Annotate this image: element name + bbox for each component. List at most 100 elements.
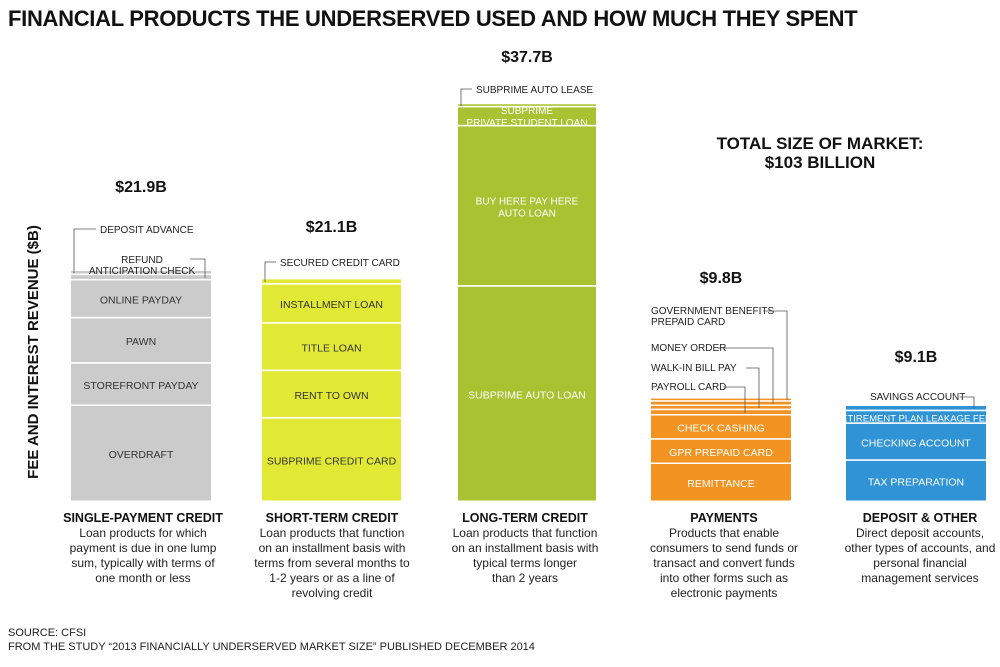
description-line: electronic payments bbox=[670, 586, 778, 600]
description-line: personal financial bbox=[873, 556, 967, 570]
total-label-deposit-other: $9.1B bbox=[895, 349, 938, 366]
source-note: SOURCE: CFSI FROM THE STUDY “2013 FINANC… bbox=[8, 626, 535, 654]
bar-segment-storefront-payday bbox=[71, 363, 211, 405]
description-line: payment is due in one lump bbox=[69, 541, 217, 555]
segment-label-pawn: PAWN bbox=[126, 336, 156, 348]
description-line: revolving credit bbox=[291, 586, 373, 600]
bar-segment-check-cashing bbox=[651, 415, 791, 439]
segment-label-installment-loan: INSTALLMENT LOAN bbox=[280, 299, 383, 311]
segment-label-checking-account: CHECKING ACCOUNT bbox=[861, 437, 971, 449]
bar-segment-deposit-advance bbox=[71, 270, 211, 274]
bar-segment-secured-credit-card bbox=[262, 279, 401, 284]
bar-segment-refund-anticipation-check bbox=[71, 275, 211, 279]
description-line: transact and convert funds bbox=[653, 556, 795, 570]
category-desc-single-payment-credit: SINGLE-PAYMENT CREDIT Loan products for w… bbox=[59, 511, 227, 586]
bar-segment-installment-loan bbox=[262, 284, 401, 323]
total-market-value: $103 BILLION bbox=[764, 153, 876, 172]
description-line: Loan products that function bbox=[259, 526, 405, 540]
total-label-single-payment-credit: $21.9B bbox=[115, 179, 167, 196]
callout-line-savings-account bbox=[959, 396, 975, 409]
segment-label-tax-preparation: TAX PREPARATION bbox=[868, 476, 964, 488]
segment-label-gpr-prepaid-card: GPR PREPAID CARD bbox=[669, 447, 773, 459]
segment-label-rent-to-own: RENT TO OWN bbox=[294, 390, 368, 402]
segment-label-remittance: REMITTANCE bbox=[687, 478, 754, 490]
total-market-size: TOTAL SIZE OF MARKET: $103 BILLION bbox=[690, 134, 950, 172]
callout-subprime-auto-lease: SUBPRIME AUTO LEASE bbox=[476, 85, 593, 96]
total-label-payments: $9.8B bbox=[700, 270, 743, 287]
bar-segment-savings-account bbox=[846, 405, 986, 410]
callout-savings-account: SAVINGS ACCOUNT bbox=[870, 392, 965, 403]
callout-line-walk-in-bill-pay bbox=[746, 367, 760, 409]
description-line: on an installment basis with bbox=[451, 541, 599, 555]
description-line: Products that enable bbox=[668, 526, 780, 540]
callout-line-refund-anticipation-check bbox=[190, 258, 206, 278]
bar-segment-government-benefits-prepaid-card bbox=[651, 398, 791, 401]
description-line: one month or less bbox=[95, 571, 191, 585]
callout-money-order: MONEY ORDER bbox=[651, 343, 726, 354]
callout-deposit-advance: DEPOSIT ADVANCE bbox=[100, 225, 194, 236]
callout-government-benefits-prepaid-card: GOVERNMENT BENEFITS PREPAID CARD bbox=[651, 306, 774, 328]
y-axis-label: FEE AND INTEREST REVENUE ($B) bbox=[25, 225, 42, 479]
segment-label-subprime-private-student-loan: SUBPRIME PRIVATE STUDENT LOAN bbox=[466, 106, 587, 129]
bar-segment-subprime-private-student-loan bbox=[458, 107, 596, 125]
callout-line-payroll-card bbox=[723, 386, 746, 413]
bar-segment-payroll-card bbox=[651, 410, 791, 414]
category-name: PAYMENTS bbox=[690, 511, 758, 525]
category-desc-short-term-credit: SHORT-TERM CREDIT Loan products that func… bbox=[248, 511, 416, 601]
description-line: Direct deposit accounts, bbox=[855, 526, 985, 540]
bar-segment-overdraft bbox=[71, 405, 211, 501]
bar-segment-rent-to-own bbox=[262, 371, 401, 418]
bar-segment-subprime-auto-lease bbox=[458, 104, 596, 106]
bar-segment-money-order bbox=[651, 401, 791, 405]
total-label-long-term-credit: $37.7B bbox=[501, 49, 553, 66]
segment-label-retirement-plan-leakage-fees: RETIREMENT PLAN LEAKAGE FEES bbox=[834, 414, 997, 425]
segment-label-overdraft: OVERDRAFT bbox=[109, 449, 174, 461]
category-desc-deposit-other: DEPOSIT & OTHER Direct deposit accounts, o… bbox=[836, 511, 1000, 586]
bar-segment-tax-preparation bbox=[846, 460, 986, 501]
segment-label-subprime-credit-card: SUBPRIME CREDIT CARD bbox=[267, 455, 397, 467]
category-name: DEPOSIT & OTHER bbox=[862, 511, 978, 525]
category-name: LONG-TERM CREDIT bbox=[462, 511, 588, 525]
bar-segment-title-loan bbox=[262, 323, 401, 370]
segment-label-title-loan: TITLE LOAN bbox=[301, 342, 361, 354]
description-line: Loan products for which bbox=[79, 526, 207, 540]
callout-line-deposit-advance bbox=[73, 228, 96, 274]
segment-label-subprime-auto-loan: SUBPRIME AUTO LOAN bbox=[468, 389, 586, 401]
description-line: terms from several months to bbox=[254, 556, 410, 570]
bar-segment-retirement-plan-leakage-fees bbox=[846, 411, 986, 423]
callout-walk-in-bill-pay: WALK-IN BILL PAY bbox=[651, 363, 737, 374]
description-line: on an installment basis with bbox=[258, 541, 406, 555]
callout-secured-credit-card: SECURED CREDIT CARD bbox=[280, 258, 400, 269]
description-line: than 2 years bbox=[491, 571, 559, 585]
total-label-short-term-credit: $21.1B bbox=[306, 219, 358, 236]
category-name: SINGLE-PAYMENT CREDIT bbox=[63, 511, 223, 525]
bars-group: $21.9B DEPOSIT ADVANCE REFUND ANTICIPATION … bbox=[71, 49, 998, 502]
source-line: SOURCE: CFSI bbox=[8, 627, 87, 639]
callout-refund-anticipation-check: REFUND ANTICIPATION CHECK bbox=[89, 255, 196, 277]
bar-segment-checking-account bbox=[846, 423, 986, 460]
description-line: management services bbox=[861, 571, 979, 585]
segment-label-online-payday: ONLINE PAYDAY bbox=[100, 294, 182, 306]
category-desc-payments: PAYMENTS Products that enable consumers to… bbox=[640, 511, 808, 601]
callout-payroll-card: PAYROLL CARD bbox=[651, 382, 726, 393]
study-line: FROM THE STUDY “2013 FINANCIALLY UNDERSE… bbox=[8, 641, 535, 653]
category-desc-long-term-credit: LONG-TERM CREDIT Loan products that funct… bbox=[441, 511, 609, 586]
description-line: typical terms longer bbox=[472, 556, 578, 570]
description-line: consumers to send funds or bbox=[649, 541, 799, 555]
bar-segment-subprime-auto-loan bbox=[458, 286, 596, 501]
bar-segment-buy-here-pay-here-auto-loan bbox=[458, 126, 596, 286]
category-name: SHORT-TERM CREDIT bbox=[265, 511, 399, 525]
callout-line-secured-credit-card bbox=[264, 261, 276, 283]
bar-segment-gpr-prepaid-card bbox=[651, 439, 791, 463]
bar-segment-online-payday bbox=[71, 280, 211, 317]
segment-label-check-cashing: CHECK CASHING bbox=[677, 423, 765, 435]
callout-line-subprime-auto-lease bbox=[460, 88, 472, 106]
callout-line-government-benefits-prepaid-card bbox=[763, 310, 788, 401]
chart-title: FINANCIAL PRODUCTS THE UNDERSERVED USED … bbox=[8, 6, 858, 31]
segment-label-buy-here-pay-here-auto-loan: BUY HERE PAY HERE AUTO LOAN bbox=[476, 197, 579, 220]
bar-segment-subprime-credit-card bbox=[262, 418, 401, 501]
description-line: other types of accounts, and bbox=[844, 541, 996, 555]
bar-segment-walk-in-bill-pay bbox=[651, 405, 791, 409]
description-line: sum, typically with terms of bbox=[71, 556, 215, 570]
